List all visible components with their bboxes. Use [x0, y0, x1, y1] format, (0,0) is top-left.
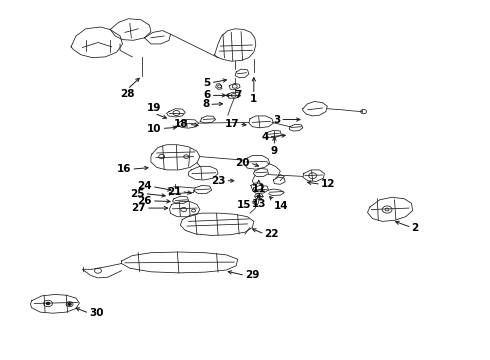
- Text: 9: 9: [271, 146, 278, 156]
- Text: 10: 10: [147, 123, 162, 134]
- Text: 5: 5: [203, 78, 211, 88]
- Text: 4: 4: [261, 132, 269, 142]
- Text: 16: 16: [117, 164, 131, 174]
- Text: 1: 1: [250, 94, 257, 104]
- Circle shape: [68, 303, 71, 305]
- Text: 11: 11: [251, 184, 266, 194]
- Text: 14: 14: [273, 201, 288, 211]
- Text: 22: 22: [265, 229, 279, 239]
- Text: 15: 15: [236, 200, 251, 210]
- Text: 25: 25: [130, 189, 145, 199]
- Text: 28: 28: [120, 89, 135, 99]
- Text: 8: 8: [202, 99, 209, 109]
- Circle shape: [47, 302, 49, 305]
- Text: 23: 23: [211, 176, 225, 186]
- Circle shape: [257, 195, 260, 197]
- Text: 27: 27: [131, 203, 146, 213]
- Text: 18: 18: [174, 119, 189, 129]
- Text: 19: 19: [147, 103, 162, 113]
- Text: 30: 30: [89, 308, 104, 318]
- Text: 26: 26: [137, 196, 152, 206]
- Text: 20: 20: [235, 158, 250, 168]
- Text: 24: 24: [137, 181, 152, 192]
- Text: 12: 12: [321, 179, 336, 189]
- Text: 13: 13: [251, 199, 266, 209]
- Text: 6: 6: [203, 90, 211, 100]
- Text: 3: 3: [273, 114, 280, 125]
- Text: 29: 29: [245, 270, 259, 280]
- Text: 21: 21: [167, 186, 181, 197]
- Text: 17: 17: [224, 119, 239, 129]
- Text: 2: 2: [412, 222, 419, 233]
- Text: 7: 7: [234, 90, 242, 100]
